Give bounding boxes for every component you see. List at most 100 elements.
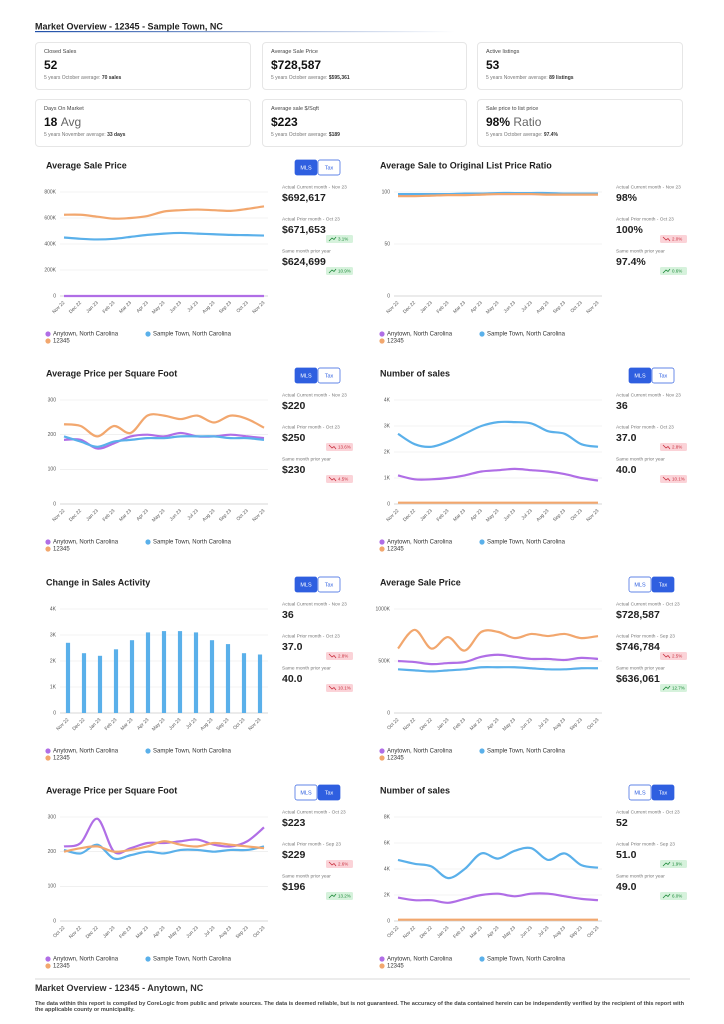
x-tick-label: Jul 23 bbox=[520, 508, 534, 522]
legend-swatch bbox=[145, 956, 151, 962]
change-arrow bbox=[662, 653, 671, 659]
change-value: 10.1% bbox=[338, 685, 351, 690]
x-tick-label: May 23 bbox=[151, 300, 167, 316]
card-value: 53 bbox=[486, 58, 674, 72]
legend-swatch bbox=[45, 539, 51, 545]
x-tick-label: Oct 23 bbox=[569, 300, 583, 314]
toggle-label[interactable]: MLS bbox=[634, 790, 646, 796]
x-tick-label: May 23 bbox=[502, 925, 518, 941]
y-tick-label: 200 bbox=[48, 432, 57, 438]
y-tick-label: 4K bbox=[50, 606, 57, 612]
toggle-button[interactable] bbox=[628, 576, 652, 593]
x-tick-label: Sep 23 bbox=[218, 300, 233, 315]
chart: Number of sales MLS Tax 0 2K 4K 6K 8K Oct 22 Nov … bbox=[379, 784, 687, 970]
y-tick-label: 4K bbox=[384, 866, 391, 872]
y-tick-label: 6K bbox=[384, 840, 391, 846]
x-tick-label: Mar 23 bbox=[135, 925, 150, 940]
x-tick-label: Apr 23 bbox=[135, 508, 149, 522]
x-tick-label: May 23 bbox=[151, 508, 167, 524]
toggle-button[interactable] bbox=[651, 367, 675, 384]
stat-label: Actual Current month - Oct 23 bbox=[282, 809, 346, 815]
y-tick-label: 600K bbox=[44, 215, 56, 221]
toggle-button[interactable] bbox=[294, 576, 318, 593]
stat-label: Same month prior year bbox=[616, 456, 665, 462]
legend-label: Sample Town, North Carolina bbox=[487, 332, 566, 338]
x-tick-label: Apr 23 bbox=[135, 300, 149, 314]
toggle-label[interactable]: Tax bbox=[659, 790, 668, 796]
legend-swatch bbox=[379, 956, 385, 962]
line-series bbox=[397, 665, 599, 673]
legend-label: Anytown, North Carolina bbox=[387, 332, 453, 338]
toggle-label[interactable]: MLS bbox=[300, 790, 312, 796]
y-tick-label: 3K bbox=[50, 632, 57, 638]
change-value: 2.8% bbox=[672, 444, 682, 449]
card-unit: Avg bbox=[60, 115, 82, 129]
card-value-number: 53 bbox=[486, 58, 500, 72]
change-arrow bbox=[328, 893, 337, 899]
change-value: 2.8% bbox=[338, 653, 348, 658]
x-tick-label: Jun 23 bbox=[519, 925, 534, 940]
card-value: 52 bbox=[44, 58, 242, 72]
change-badge bbox=[660, 860, 687, 868]
card-note-text: 5 years October average: bbox=[271, 75, 328, 81]
card-label: Sale price to list price bbox=[486, 106, 539, 112]
x-tick-label: Aug 23 bbox=[201, 300, 216, 315]
header-rule bbox=[35, 31, 455, 33]
toggle-button[interactable] bbox=[317, 784, 341, 801]
legend-label: Sample Town, North Carolina bbox=[487, 749, 566, 755]
toggle-label[interactable]: MLS bbox=[300, 582, 312, 588]
toggle-button[interactable] bbox=[651, 576, 675, 593]
stat-value: $624,699 bbox=[282, 256, 326, 268]
stat-value: 49.0 bbox=[616, 881, 637, 893]
toggle-button[interactable] bbox=[294, 784, 318, 801]
toggle-label[interactable]: Tax bbox=[325, 165, 334, 171]
toggle-label[interactable]: MLS bbox=[634, 582, 646, 588]
toggle-label[interactable]: MLS bbox=[300, 373, 312, 379]
x-tick-label: Jan 23 bbox=[436, 925, 451, 940]
change-value: 4.5% bbox=[338, 476, 348, 481]
toggle-label[interactable]: MLS bbox=[634, 373, 646, 379]
change-value: 1.9% bbox=[672, 861, 682, 866]
toggle-button[interactable] bbox=[294, 367, 318, 384]
y-tick-label: 2K bbox=[384, 449, 391, 455]
x-tick-label: Jun 23 bbox=[169, 300, 184, 315]
legend-swatch bbox=[45, 331, 51, 337]
x-tick-label: Nov 23 bbox=[247, 717, 262, 732]
card-note-value: $189 bbox=[328, 132, 340, 138]
toggle-label[interactable]: Tax bbox=[325, 790, 334, 796]
x-tick-label: Aug 23 bbox=[535, 300, 550, 315]
legend-swatch bbox=[379, 748, 385, 754]
legend-swatch bbox=[45, 338, 51, 344]
toggle-button[interactable] bbox=[628, 367, 652, 384]
x-tick-label: Nov 22 bbox=[68, 925, 83, 940]
card-note: 5 years November average: 89 listings bbox=[486, 75, 674, 81]
toggle-label[interactable]: Tax bbox=[325, 373, 334, 379]
toggle-label[interactable]: Tax bbox=[659, 373, 668, 379]
line-series bbox=[397, 628, 599, 652]
legend-swatch bbox=[145, 748, 151, 754]
stat-value: $250 bbox=[282, 432, 306, 444]
x-tick-label: Jun 23 bbox=[503, 300, 518, 315]
toggle-label[interactable]: Tax bbox=[325, 582, 334, 588]
bar bbox=[225, 644, 231, 713]
toggle-button[interactable] bbox=[294, 159, 318, 176]
chart: Average Price per Square Foot MLS Tax 0 100 2… bbox=[45, 367, 353, 553]
x-tick-label: Sep 23 bbox=[235, 925, 250, 940]
toggle-label[interactable]: MLS bbox=[300, 165, 312, 171]
x-tick-label: Nov 23 bbox=[585, 508, 600, 523]
toggle-button[interactable] bbox=[317, 367, 341, 384]
stat-label: Same month prior year bbox=[282, 873, 331, 879]
stat-value: $223 bbox=[282, 817, 306, 829]
x-tick-label: Nov 22 bbox=[51, 300, 66, 315]
toggle-button[interactable] bbox=[651, 784, 675, 801]
toggle-button[interactable] bbox=[317, 159, 341, 176]
y-tick-label: 3K bbox=[384, 423, 391, 429]
legend-label: 12345 bbox=[53, 339, 70, 345]
toggle-label[interactable]: Tax bbox=[659, 582, 668, 588]
toggle-button[interactable] bbox=[628, 784, 652, 801]
stat-value: $692,617 bbox=[282, 192, 326, 204]
card-note-value: 97.4% bbox=[543, 132, 558, 138]
card-note-value: 33 days bbox=[107, 132, 126, 138]
line-series bbox=[63, 431, 265, 450]
toggle-button[interactable] bbox=[317, 576, 341, 593]
